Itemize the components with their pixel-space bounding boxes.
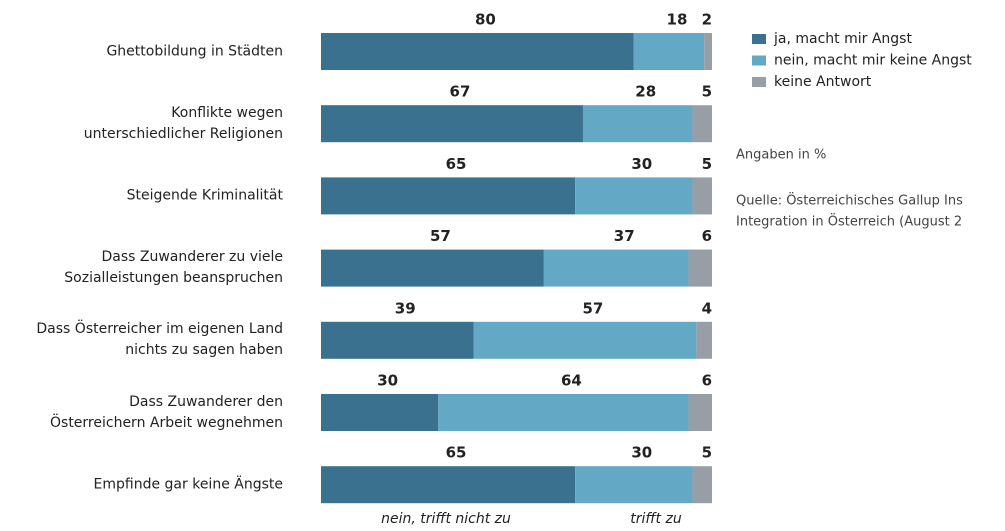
legend-swatch (752, 55, 766, 66)
bar-segment (696, 321, 712, 359)
category-label: Ghettobildung in Städten (106, 43, 283, 59)
value-label: 67 (450, 83, 471, 101)
bar-segment (321, 177, 576, 215)
bar-segment (575, 466, 693, 504)
value-label: 5 (702, 444, 712, 462)
bar-segment (633, 33, 705, 70)
value-label: 5 (702, 155, 712, 173)
category-label: Dass Zuwanderer den Österreichern Arbeit… (50, 393, 283, 431)
bar-segment (704, 33, 712, 70)
value-label: 57 (582, 299, 603, 317)
axis-label: trifft zu (630, 511, 682, 527)
value-label: 30 (631, 155, 652, 173)
bar-segment (321, 466, 576, 504)
legend-swatch (752, 77, 766, 87)
value-label: 65 (446, 444, 467, 462)
value-label: 5 (702, 83, 712, 101)
value-label: 28 (635, 83, 656, 101)
bar-segment (692, 177, 712, 215)
axis-label: nein, trifft nicht zu (381, 511, 511, 527)
bar-segment (438, 394, 689, 431)
legend-swatch (752, 34, 766, 44)
value-label: 6 (702, 372, 712, 390)
value-label: 4 (702, 299, 712, 317)
bar-segment (688, 249, 712, 287)
bar-segment (473, 321, 697, 359)
bar-segment (582, 105, 693, 143)
value-label: 37 (614, 227, 635, 245)
category-label: Dass Österreicher im eigenen Land nichts… (36, 321, 283, 359)
value-label: 39 (395, 299, 416, 317)
value-label: 65 (446, 155, 467, 173)
category-label: Dass Zuwanderer zu viele Sozialleistunge… (64, 249, 283, 287)
category-label: Steigende Kriminalität (126, 187, 283, 204)
bar-segment (321, 249, 544, 287)
annotation: Integration in Österreich (August 2 (736, 213, 962, 230)
annotation: Quelle: Österreichisches Gallup Ins (736, 192, 963, 209)
bar-segment (321, 105, 583, 143)
value-label: 64 (561, 372, 582, 390)
bar-segment (692, 466, 712, 504)
legend-label: ja, macht mir Angst (773, 31, 912, 47)
bar-segment (321, 321, 474, 359)
value-label: 30 (631, 444, 652, 462)
category-label: Empfinde gar keine Ängste (93, 476, 283, 493)
value-label: 57 (430, 227, 451, 245)
value-label: 2 (702, 11, 712, 29)
legend-label: keine Antwort (774, 74, 872, 90)
legend-label: nein, macht mir keine Angst (774, 53, 972, 69)
bar-segment (543, 249, 689, 287)
value-label: 30 (377, 372, 398, 390)
value-label: 18 (667, 11, 688, 29)
bar-segment (321, 394, 439, 431)
bar-segment (692, 105, 712, 143)
annotation: Angaben in % (736, 148, 826, 163)
value-label: 80 (475, 11, 496, 29)
category-label: Konflikte wegen unterschiedlicher Religi… (83, 104, 283, 142)
bar-segment (321, 33, 634, 70)
bar-segment (688, 394, 712, 431)
value-label: 6 (702, 227, 712, 245)
bar-segment (575, 177, 693, 215)
